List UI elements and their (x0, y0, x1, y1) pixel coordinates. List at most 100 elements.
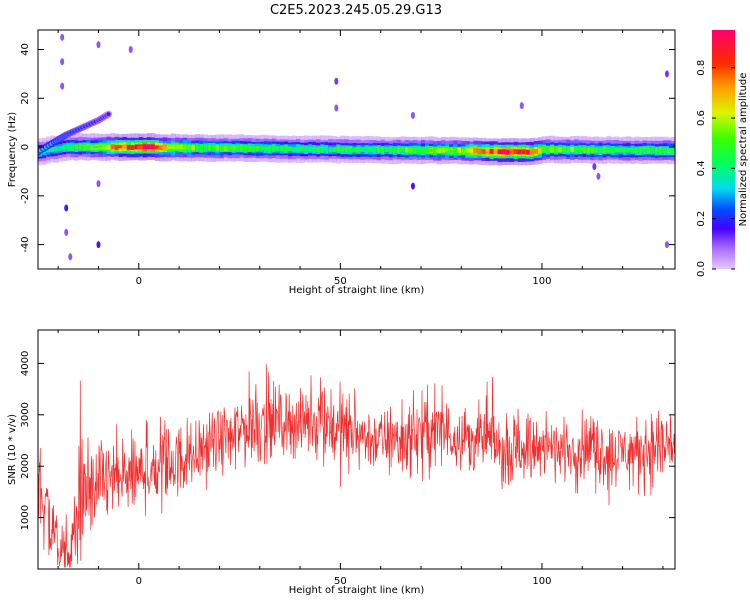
band-cell (558, 147, 563, 153)
y-tick-label: 4000 (20, 351, 31, 376)
y-axis-label: Frequency (Hz) (7, 112, 18, 188)
band-cell (626, 147, 632, 153)
band-cell (404, 147, 410, 153)
band-peak (338, 148, 347, 152)
band-cell (110, 144, 116, 150)
band-cell (187, 144, 192, 150)
sparse-point (334, 77, 339, 85)
colorbar-tick-label: 0.4 (696, 160, 707, 176)
band-cell (396, 147, 402, 153)
band-cell (497, 149, 503, 155)
band-cell (489, 148, 495, 154)
band-cell (74, 144, 79, 150)
colorbar-tick-label: 0.2 (696, 211, 707, 227)
x-tick-label: 0 (136, 276, 142, 287)
band-cell (235, 145, 241, 151)
x-tick-label: 100 (532, 276, 551, 287)
band-peak (307, 147, 313, 151)
band-cell (473, 148, 478, 153)
x-tick-label: 100 (532, 576, 551, 587)
band-cell (537, 148, 543, 154)
band-cell (650, 148, 656, 154)
y-tick-label: 1000 (20, 505, 31, 530)
band-cell (114, 145, 120, 151)
band-cell (251, 146, 257, 152)
band-cell (384, 146, 390, 152)
band-cell (541, 146, 547, 152)
snr-panel: 0 50 100 1000 2000 3000 4000 Height of straight… (7, 329, 676, 596)
colorbar-tick-label: 0.0 (696, 261, 707, 277)
band-cell (134, 144, 140, 150)
band-cell (291, 147, 297, 152)
x-axis-label: Height of straight line (km) (289, 285, 425, 296)
sparse-point (60, 33, 65, 41)
band-cell (320, 147, 325, 153)
band-cell (598, 147, 603, 153)
colorbar-gradient (712, 30, 735, 269)
band-peak (323, 147, 330, 151)
band-cell (594, 147, 599, 153)
band-cell (167, 144, 172, 150)
band-cell (610, 147, 616, 153)
band-cell (259, 145, 265, 151)
band-cell (400, 147, 406, 153)
band-cell (207, 144, 212, 150)
x-tick-label: 0 (136, 576, 142, 587)
band-cell (312, 147, 317, 152)
band-cell (554, 146, 559, 152)
snr-series (38, 364, 675, 568)
y-tick-label: -20 (20, 188, 31, 204)
y-tick-label: -40 (20, 236, 31, 252)
band-cell (50, 147, 55, 152)
band-peak (666, 148, 672, 153)
band-cell (416, 148, 422, 153)
band-cell (521, 149, 527, 155)
band-cell (425, 148, 430, 154)
band-cell (239, 145, 245, 151)
band-cell (316, 147, 321, 152)
band-cell (380, 147, 386, 153)
band-cell (223, 146, 228, 152)
band-cell (509, 149, 515, 155)
band-cell (501, 149, 507, 155)
band-cell (142, 144, 148, 150)
band-cell (590, 147, 595, 153)
x-tick-label: 50 (334, 276, 347, 287)
band-cell (191, 145, 196, 151)
y-tick-label: 3000 (20, 402, 31, 427)
sparse-point (96, 180, 101, 188)
band-peak (146, 146, 152, 150)
band-cell (255, 145, 261, 151)
band-peak (294, 147, 302, 152)
snr-line (38, 364, 675, 568)
band-cell (453, 148, 458, 153)
band-peak (435, 149, 444, 153)
band-peak (153, 145, 161, 149)
plot-frame (37, 29, 676, 270)
band-cell (529, 149, 535, 155)
sparse-point (664, 241, 669, 249)
band-peak (275, 146, 281, 151)
band-cell (130, 145, 136, 150)
band-cell (336, 146, 341, 152)
band-peak (226, 146, 233, 150)
band-cell (646, 148, 652, 154)
band-cell (126, 144, 132, 150)
band-cell (102, 144, 108, 150)
band-peak (447, 149, 456, 153)
sparse-point (519, 102, 524, 110)
drift-point (106, 112, 111, 117)
band-cell (421, 148, 426, 154)
band-cell (533, 148, 539, 154)
band-cell (525, 149, 531, 155)
colorbar-tick-label: 0.6 (696, 110, 707, 126)
x-axis-label: Height of straight line (km) (289, 585, 425, 596)
band-peak (616, 147, 625, 152)
band-cell (493, 149, 499, 155)
y-tick-label: 40 (20, 43, 31, 56)
band-cell (545, 146, 551, 152)
band-cell (412, 148, 418, 154)
band-peak (350, 147, 359, 152)
band-cell (622, 147, 628, 153)
band-cell (211, 145, 216, 151)
